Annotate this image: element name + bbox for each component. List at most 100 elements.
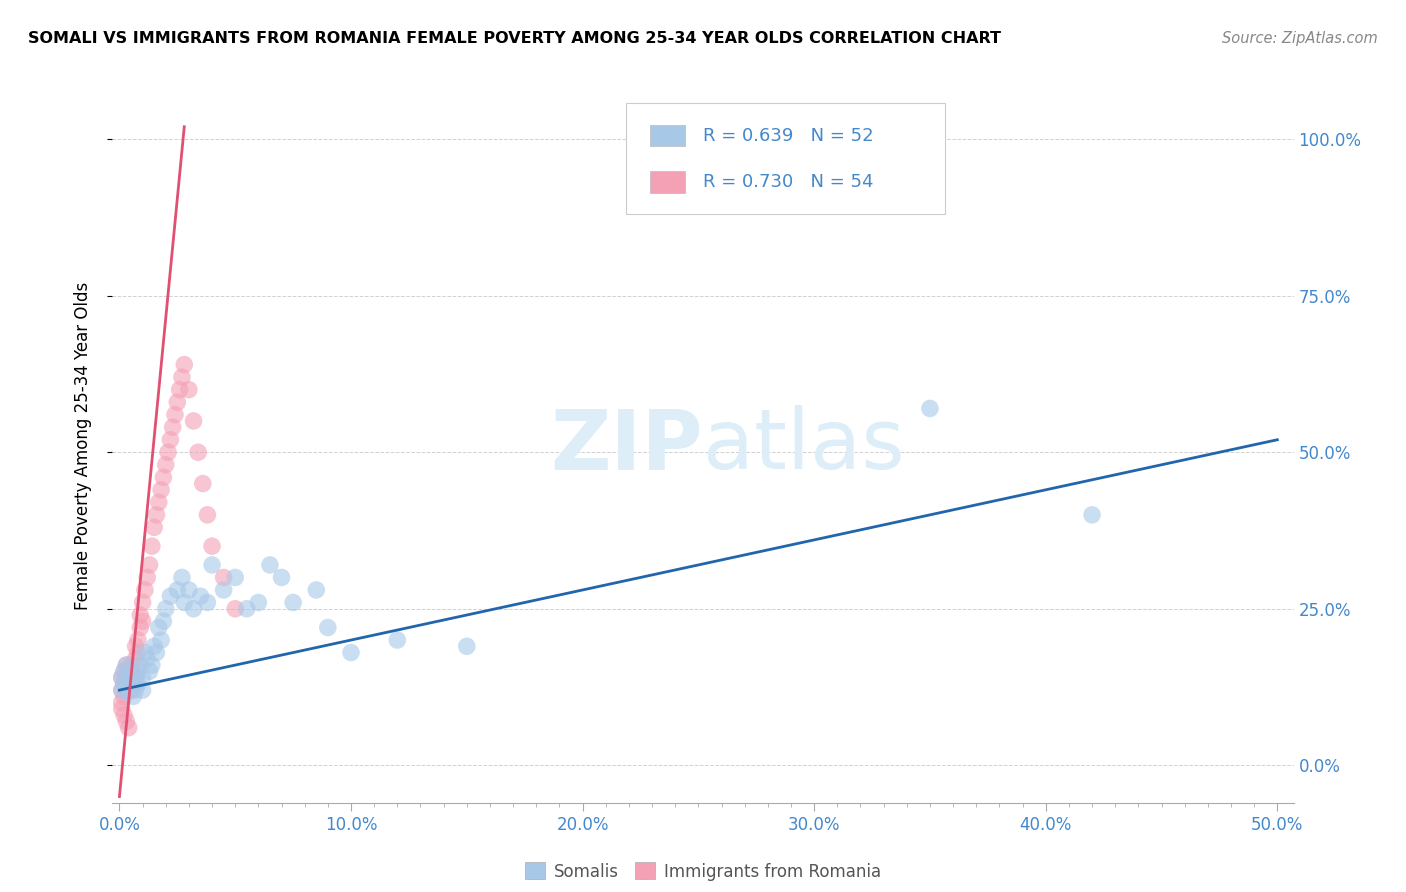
Point bbox=[169, 383, 191, 397]
Point bbox=[136, 652, 159, 666]
Point bbox=[145, 508, 167, 522]
Point bbox=[340, 646, 363, 660]
Point bbox=[166, 395, 188, 409]
Point bbox=[166, 582, 188, 597]
Point bbox=[112, 677, 135, 691]
Point bbox=[141, 658, 163, 673]
Point bbox=[224, 601, 246, 615]
Text: SOMALI VS IMMIGRANTS FROM ROMANIA FEMALE POVERTY AMONG 25-34 YEAR OLDS CORRELATI: SOMALI VS IMMIGRANTS FROM ROMANIA FEMALE… bbox=[28, 31, 1001, 46]
Point bbox=[150, 483, 173, 497]
Point bbox=[236, 601, 259, 615]
Point bbox=[197, 508, 219, 522]
Point bbox=[155, 458, 177, 472]
Point bbox=[134, 646, 156, 660]
Text: ZIP: ZIP bbox=[551, 406, 703, 486]
Point bbox=[120, 665, 142, 679]
Point bbox=[190, 589, 212, 603]
FancyBboxPatch shape bbox=[650, 171, 685, 193]
Point bbox=[118, 677, 141, 691]
Point bbox=[247, 595, 270, 609]
Point bbox=[129, 621, 152, 635]
Point bbox=[170, 570, 193, 584]
Point bbox=[124, 652, 146, 666]
Point bbox=[157, 445, 180, 459]
Point bbox=[152, 614, 174, 628]
Point bbox=[212, 570, 235, 584]
Point bbox=[118, 671, 141, 685]
FancyBboxPatch shape bbox=[650, 125, 685, 146]
Point bbox=[143, 640, 166, 654]
Point bbox=[281, 595, 304, 609]
Point bbox=[138, 558, 160, 572]
Point bbox=[115, 683, 138, 698]
Point bbox=[122, 665, 145, 679]
Text: atlas: atlas bbox=[703, 406, 904, 486]
Point bbox=[112, 690, 135, 704]
Point bbox=[122, 677, 145, 691]
Point bbox=[115, 658, 138, 673]
Point bbox=[129, 607, 152, 622]
FancyBboxPatch shape bbox=[626, 103, 945, 214]
Point bbox=[115, 671, 138, 685]
Point bbox=[456, 640, 478, 654]
Text: Source: ZipAtlas.com: Source: ZipAtlas.com bbox=[1222, 31, 1378, 46]
Point bbox=[131, 614, 153, 628]
Point bbox=[152, 470, 174, 484]
Point bbox=[115, 658, 138, 673]
Point bbox=[1081, 508, 1104, 522]
Point bbox=[111, 696, 134, 710]
Point bbox=[129, 658, 152, 673]
Point bbox=[122, 677, 145, 691]
Point bbox=[183, 601, 205, 615]
Point bbox=[111, 702, 134, 716]
Point bbox=[163, 408, 186, 422]
Point bbox=[173, 358, 195, 372]
Point bbox=[124, 640, 146, 654]
Point bbox=[120, 683, 142, 698]
Point bbox=[127, 646, 149, 660]
Point bbox=[120, 658, 142, 673]
Point bbox=[138, 665, 160, 679]
Y-axis label: Female Poverty Among 25-34 Year Olds: Female Poverty Among 25-34 Year Olds bbox=[73, 282, 91, 610]
Point bbox=[118, 665, 141, 679]
Point bbox=[111, 683, 134, 698]
Point bbox=[159, 589, 181, 603]
Point bbox=[124, 671, 146, 685]
Point bbox=[112, 665, 135, 679]
Point bbox=[270, 570, 292, 584]
Point bbox=[111, 671, 134, 685]
Point bbox=[131, 595, 153, 609]
Point bbox=[183, 414, 205, 428]
Point bbox=[155, 601, 177, 615]
Point bbox=[111, 671, 134, 685]
Point bbox=[120, 683, 142, 698]
Point bbox=[173, 595, 195, 609]
Point bbox=[120, 671, 142, 685]
Point bbox=[136, 570, 159, 584]
Point bbox=[115, 714, 138, 729]
Point bbox=[177, 582, 200, 597]
Point bbox=[111, 683, 134, 698]
Point bbox=[170, 370, 193, 384]
Point bbox=[316, 621, 339, 635]
Point bbox=[124, 683, 146, 698]
Point bbox=[127, 665, 149, 679]
Point bbox=[134, 582, 156, 597]
Text: R = 0.730   N = 54: R = 0.730 N = 54 bbox=[703, 173, 873, 191]
Point bbox=[141, 539, 163, 553]
Point bbox=[197, 595, 219, 609]
Point bbox=[387, 633, 409, 648]
Point bbox=[162, 420, 184, 434]
Point bbox=[112, 708, 135, 723]
Point bbox=[201, 539, 224, 553]
Point bbox=[131, 683, 153, 698]
Point bbox=[148, 495, 170, 509]
Point bbox=[305, 582, 328, 597]
Point bbox=[131, 671, 153, 685]
Point bbox=[259, 558, 281, 572]
Point bbox=[918, 401, 941, 416]
Point bbox=[224, 570, 246, 584]
Point bbox=[212, 582, 235, 597]
Point bbox=[127, 677, 149, 691]
Point bbox=[143, 520, 166, 534]
